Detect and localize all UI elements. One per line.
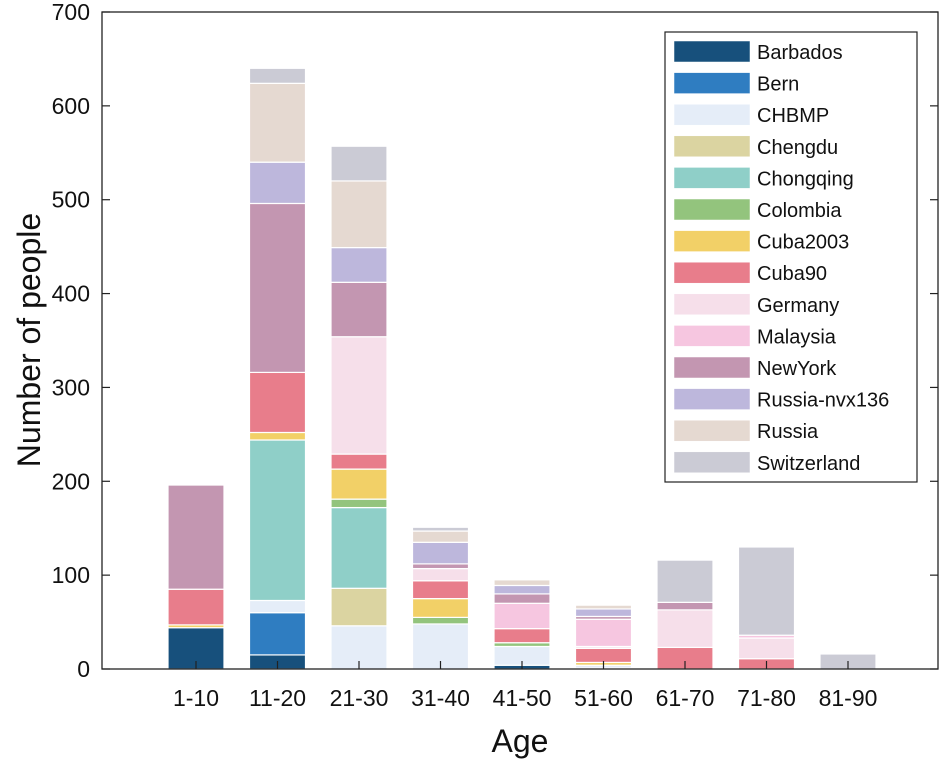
bar-segment-germany-21-30 bbox=[330, 336, 388, 455]
bar-segment-russia-51-60 bbox=[574, 604, 633, 610]
x-tick-label: 1-10 bbox=[173, 685, 219, 711]
bar-segment-newyork-31-40 bbox=[411, 563, 470, 570]
bar-segment-chengdu-21-30 bbox=[330, 587, 388, 627]
bar-segment-malaysia-51-60 bbox=[574, 618, 633, 648]
legend-swatch-switzerland bbox=[673, 451, 751, 474]
bar-segment-cuba2003-11-20 bbox=[248, 431, 307, 441]
bar-segment-chongqing-21-30 bbox=[330, 506, 388, 589]
legend-label-chengdu: Chengdu bbox=[757, 137, 838, 159]
legend-label-cuba90: Cuba90 bbox=[757, 263, 827, 285]
bar-segment-newyork-41-50 bbox=[493, 593, 551, 604]
bar-segment-cuba90-51-60 bbox=[574, 647, 633, 664]
bar-segment-russia-nvx136-51-60 bbox=[574, 608, 633, 618]
legend-label-russia-nvx136: Russia-nvx136 bbox=[757, 390, 889, 412]
bar-segment-cuba90-41-50 bbox=[493, 628, 551, 644]
y-axis: 0 100 200 300 400 500 600 700 bbox=[52, 0, 938, 682]
bar-segment-switzerland-61-70 bbox=[656, 559, 714, 603]
legend-swatch-russia bbox=[673, 419, 751, 442]
bar-segment-chbmp-11-20 bbox=[248, 599, 307, 614]
legend-swatch-newyork bbox=[673, 356, 751, 379]
legend-swatch-germany bbox=[673, 293, 751, 316]
x-tick-label: 81-90 bbox=[819, 685, 878, 711]
bar-segment-newyork-11-20 bbox=[248, 202, 307, 374]
x-tick-label: 31-40 bbox=[411, 685, 470, 711]
legend-label-cuba2003: Cuba2003 bbox=[757, 232, 849, 254]
legend-swatch-russia-nvx136 bbox=[673, 388, 751, 410]
y-tick-label: 400 bbox=[52, 281, 90, 307]
bar-segment-russia-nvx136-31-40 bbox=[411, 541, 470, 565]
x-tick-label: 71-80 bbox=[737, 685, 796, 711]
bar-segment-switzerland-31-40 bbox=[411, 526, 470, 532]
legend-label-chongqing: Chongqing bbox=[757, 168, 854, 190]
bar-segment-germany-61-70 bbox=[656, 609, 714, 649]
legend-swatch-chengdu bbox=[673, 135, 751, 158]
legend-swatch-cuba2003 bbox=[673, 230, 751, 252]
bar-segment-russia-11-20 bbox=[248, 82, 307, 163]
x-tick-label: 11-20 bbox=[249, 685, 306, 711]
legend-label-barbados: Barbados bbox=[757, 42, 843, 64]
y-tick-label: 300 bbox=[52, 374, 90, 400]
y-tick-label: 600 bbox=[52, 93, 90, 119]
x-tick-label: 21-30 bbox=[330, 685, 389, 711]
bar-segment-cuba90-11-20 bbox=[248, 371, 307, 434]
legend-swatch-malaysia bbox=[673, 325, 751, 347]
x-axis: 1-10 11-20 21-30 31-40 41-50 51-60 61-70 71-80 8… bbox=[173, 661, 877, 711]
legend-label-switzerland: Switzerland bbox=[757, 453, 860, 475]
y-tick-label: 100 bbox=[52, 562, 90, 588]
x-tick-label: 51-60 bbox=[574, 685, 633, 711]
y-tick-label: 200 bbox=[52, 468, 90, 494]
bar-segment-colombia-21-30 bbox=[330, 498, 388, 509]
y-tick-label: 700 bbox=[52, 0, 90, 25]
bar-segment-newyork-21-30 bbox=[330, 281, 388, 338]
bar-segment-newyork-1-10 bbox=[167, 484, 225, 590]
legend-swatch-cuba90 bbox=[673, 261, 751, 284]
legend-label-bern: Bern bbox=[757, 74, 799, 96]
legend-box bbox=[664, 31, 918, 483]
bar-segment-newyork-61-70 bbox=[656, 601, 714, 611]
bar-segment-germany-71-80 bbox=[737, 637, 796, 660]
bar-segment-cuba2003-31-40 bbox=[411, 598, 470, 618]
x-tick-label: 41-50 bbox=[493, 685, 552, 711]
bar-segment-cuba90-21-30 bbox=[330, 453, 388, 470]
bar-segment-cuba2003-21-30 bbox=[330, 468, 388, 500]
x-tick-label: 61-70 bbox=[656, 685, 715, 711]
x-axis-label: Age bbox=[492, 723, 549, 759]
legend-swatch-chongqing bbox=[673, 167, 751, 189]
legend-label-malaysia: Malaysia bbox=[757, 326, 837, 348]
bar-segment-cuba90-31-40 bbox=[411, 580, 470, 600]
bar-segment-russia-31-40 bbox=[411, 530, 470, 543]
bar-segment-malaysia-41-50 bbox=[493, 602, 551, 630]
bar-segment-bern-11-20 bbox=[248, 612, 307, 656]
bar-segment-switzerland-21-30 bbox=[330, 145, 388, 182]
legend: Barbados Bern CHBMP Chengdu Chongqing Colombi… bbox=[664, 31, 918, 483]
y-axis-label: Number of people bbox=[11, 213, 47, 467]
bar-segment-switzerland-71-80 bbox=[737, 546, 796, 636]
legend-swatch-barbados bbox=[673, 40, 751, 63]
y-tick-label: 500 bbox=[52, 187, 90, 213]
bar-segment-russia-21-30 bbox=[330, 180, 388, 249]
bar-segment-russia-nvx136-41-50 bbox=[493, 584, 551, 595]
legend-label-russia: Russia bbox=[757, 421, 819, 443]
legend-label-chbmp: CHBMP bbox=[757, 105, 829, 127]
y-tick-label: 0 bbox=[77, 656, 90, 682]
legend-label-colombia: Colombia bbox=[757, 200, 842, 222]
bar-segment-russia-nvx136-21-30 bbox=[330, 246, 388, 283]
bar-segment-russia-41-50 bbox=[493, 579, 551, 587]
legend-swatch-colombia bbox=[673, 198, 751, 221]
legend-swatch-bern bbox=[673, 72, 751, 94]
legend-swatch-chbmp bbox=[673, 103, 751, 126]
bar-segment-germany-31-40 bbox=[411, 567, 470, 582]
legend-label-germany: Germany bbox=[757, 295, 839, 317]
plot-frame bbox=[101, 11, 939, 670]
legend-label-newyork: NewYork bbox=[757, 358, 837, 380]
bar-segment-russia-nvx136-11-20 bbox=[248, 161, 307, 205]
bar-segment-cuba90-1-10 bbox=[167, 588, 225, 626]
bar-segment-chongqing-11-20 bbox=[248, 439, 307, 602]
bar-segment-colombia-31-40 bbox=[411, 616, 470, 625]
bar-segment-switzerland-11-20 bbox=[248, 67, 307, 84]
